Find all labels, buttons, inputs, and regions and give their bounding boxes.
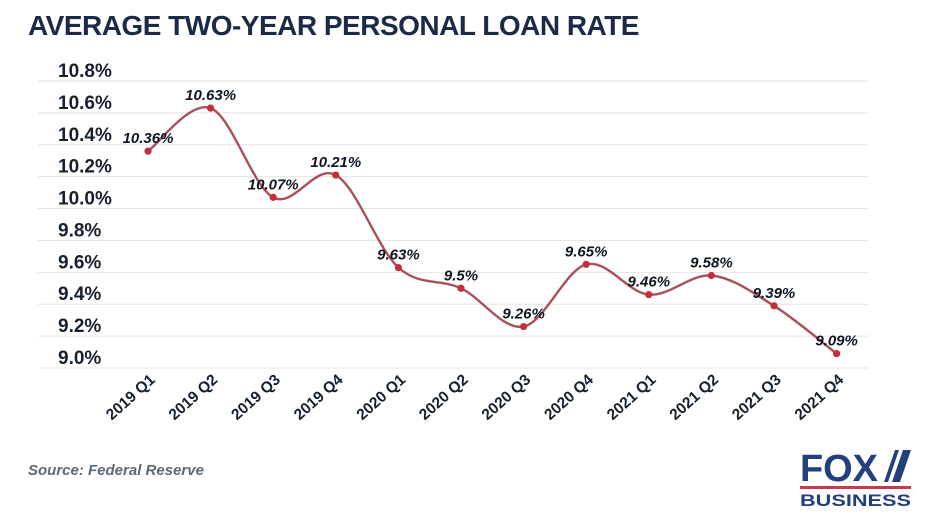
data-point-label: 10.63% [185, 87, 236, 104]
y-tick-label: 9.2% [58, 316, 101, 337]
data-point-label: 9.09% [815, 333, 858, 350]
data-point-label: 9.58% [690, 255, 733, 272]
searchlight-beams-icon [884, 450, 911, 482]
fox-business-logo: FOX BUSINESS [800, 448, 914, 517]
data-point-marker [394, 263, 402, 272]
y-tick-label: 9.0% [58, 348, 101, 369]
data-point-marker [833, 350, 841, 358]
data-point-marker [457, 284, 465, 292]
data-point-label: 9.46% [628, 274, 671, 291]
data-point-marker [707, 271, 716, 280]
source-note: Source: Federal Reserve [28, 462, 204, 479]
fox-business-logo-graphic: FOX BUSINESS [800, 448, 911, 510]
y-tick-label: 9.8% [58, 220, 101, 241]
page-title: AVERAGE TWO-YEAR PERSONAL LOAN RATE [28, 10, 639, 41]
x-tick-label: 2019 Q1 [103, 371, 159, 424]
data-point-marker [269, 193, 277, 201]
y-tick-label: 10.4% [58, 125, 112, 146]
trend-line [146, 106, 838, 355]
data-point-marker [207, 104, 215, 112]
data-point-marker [645, 291, 653, 299]
logo-red-underline [800, 486, 911, 489]
data-point-label: 9.65% [565, 243, 608, 260]
logo-division-text: BUSINESS [800, 491, 911, 510]
data-point-label: 9.63% [377, 247, 420, 264]
y-tick-label: 10.2% [58, 157, 112, 178]
x-tick-label: 2020 Q1 [354, 371, 410, 424]
x-tick-label: 2019 Q4 [291, 371, 347, 424]
y-tick-label: 9.4% [58, 284, 101, 305]
data-point-label: 9.5% [444, 267, 478, 284]
data-point-label: 9.39% [753, 285, 796, 302]
y-tick-label: 10.6% [58, 93, 112, 114]
x-tick-label: 2021 Q4 [792, 371, 848, 424]
x-tick-label: 2020 Q3 [479, 371, 535, 424]
data-point-label: 10.36% [123, 130, 174, 147]
data-point-label: 10.07% [248, 176, 299, 193]
x-tick-label: 2021 Q3 [729, 371, 785, 424]
data-point-label: 10.21% [310, 154, 361, 171]
y-tick-label: 10.8% [58, 61, 112, 82]
data-point-marker [520, 322, 528, 331]
x-tick-label: 2020 Q4 [541, 371, 597, 424]
data-point-marker [144, 147, 152, 155]
y-tick-label: 10.0% [58, 189, 112, 210]
data-point-marker [582, 260, 590, 268]
y-tick-label: 9.6% [58, 252, 101, 273]
x-tick-label: 2021 Q2 [667, 371, 723, 423]
x-tick-label: 2019 Q2 [166, 371, 222, 423]
data-point-marker [332, 171, 340, 179]
x-tick-label: 2019 Q3 [228, 371, 284, 424]
x-tick-label: 2021 Q1 [604, 371, 660, 424]
data-point-marker [770, 302, 778, 310]
x-tick-label: 2020 Q2 [416, 371, 472, 423]
logo-brand-text: FOX [800, 448, 879, 490]
data-point-label: 9.26% [502, 306, 545, 323]
